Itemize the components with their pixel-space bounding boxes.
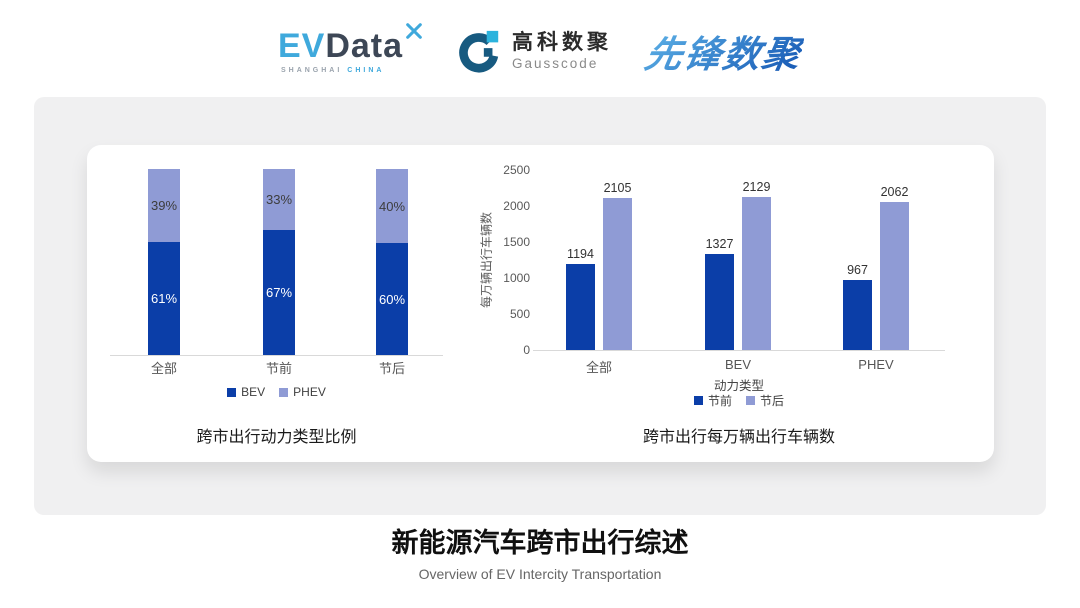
category-label: BEV bbox=[724, 357, 751, 372]
evdata-tagline-shanghai: SHANGHAI bbox=[280, 66, 343, 74]
y-tick-label: 1500 bbox=[503, 235, 530, 249]
bar-segment-bev: 60% bbox=[376, 243, 408, 355]
legend-label: PHEV bbox=[293, 385, 326, 399]
segment-value-label: 61% bbox=[150, 290, 178, 306]
trips-per-10k-chart: 每万辆出行车辆数 动力类型 节前 节后 跨市出行每万辆出行车辆数 0 500 1000… bbox=[87, 145, 994, 462]
bar-value-label: 2129 bbox=[742, 179, 771, 194]
y-tick-label: 2000 bbox=[503, 199, 530, 213]
bar-节后 bbox=[742, 196, 771, 350]
charts-card: BEV PHEV 跨市出行动力类型比例 61% 39% 全部 67% 33% 节前 60% 40… bbox=[87, 145, 994, 462]
bar-segment-bev: 67% bbox=[263, 230, 295, 355]
bar-segment-phev: 40% bbox=[376, 169, 408, 244]
gausscode-g-icon bbox=[459, 30, 499, 73]
chart-title: 跨市出行每万辆出行车辆数 bbox=[642, 429, 835, 446]
y-tick-label: 500 bbox=[509, 307, 530, 321]
bar-segment-phev: 33% bbox=[263, 169, 295, 231]
logo-bar: EV Data SHANGHAI CHINA 高科数聚 Gausscode 先锋数… bbox=[0, 14, 1080, 88]
page-footer: 新能源汽车跨市出行综述 Overview of EV Intercity Tra… bbox=[0, 527, 1080, 582]
y-axis-label: 每万辆出行车辆数 bbox=[479, 211, 494, 309]
gausscode-name-cn: 高科数聚 bbox=[512, 31, 613, 55]
evdata-tagline-china: CHINA bbox=[347, 66, 385, 74]
content-board: BEV PHEV 跨市出行动力类型比例 61% 39% 全部 67% 33% 节前 60% 40… bbox=[34, 97, 1046, 515]
bar-value-label: 2105 bbox=[603, 181, 632, 196]
x-axis-label: 动力类型 bbox=[713, 379, 764, 393]
y-tick-label: 1000 bbox=[503, 271, 530, 285]
bar-segment-phev: 39% bbox=[148, 169, 180, 242]
chart-legend: BEV PHEV bbox=[110, 385, 443, 399]
legend-label: 节前 bbox=[707, 394, 732, 408]
legend-label: BEV bbox=[241, 385, 266, 399]
page-subtitle: Overview of EV Intercity Transportation bbox=[418, 565, 662, 582]
x-axis-line bbox=[533, 350, 945, 351]
pioneer-datacluster-logo: 先锋数聚 bbox=[641, 24, 807, 78]
page-title: 新能源汽车跨市出行综述 bbox=[391, 528, 689, 558]
category-label: PHEV bbox=[858, 357, 894, 372]
category-label: 节前 bbox=[265, 361, 292, 376]
segment-value-label: 60% bbox=[378, 291, 406, 307]
segment-value-label: 40% bbox=[378, 198, 406, 214]
gausscode-name-en: Gausscode bbox=[512, 55, 599, 71]
y-tick-label: 2500 bbox=[503, 163, 530, 177]
category-label: 节后 bbox=[378, 361, 405, 376]
evdata-tagline: SHANGHAI CHINA bbox=[281, 67, 384, 74]
legend-swatch bbox=[227, 387, 237, 397]
segment-value-label: 39% bbox=[150, 197, 178, 213]
chart-legend: 节前 节后 bbox=[533, 392, 945, 409]
gausscode-wordmark: 高科数聚 Gausscode bbox=[512, 31, 612, 70]
bar-节前 bbox=[705, 254, 734, 350]
category-label: 全部 bbox=[150, 361, 177, 376]
legend-item: BEV bbox=[227, 385, 265, 399]
category-label: 全部 bbox=[585, 360, 612, 375]
evdata-wordmark: EV Data bbox=[277, 22, 423, 65]
chart-title: 跨市出行动力类型比例 bbox=[196, 429, 357, 446]
bar-节前 bbox=[843, 280, 872, 350]
legend-label: 节后 bbox=[760, 394, 785, 408]
legend-item: 节后 bbox=[746, 392, 784, 409]
bar-value-label: 967 bbox=[847, 263, 868, 278]
legend-swatch bbox=[279, 387, 289, 397]
bar-segment-bev: 61% bbox=[148, 241, 180, 355]
bar-value-label: 1327 bbox=[705, 237, 734, 252]
power-type-ratio-chart: BEV PHEV 跨市出行动力类型比例 61% 39% 全部 67% 33% 节前 60% 40… bbox=[87, 145, 994, 462]
legend-item: PHEV bbox=[279, 385, 326, 399]
bar-节后 bbox=[880, 201, 909, 350]
evdata-logo: EV Data SHANGHAI CHINA bbox=[277, 22, 423, 74]
x-axis-line bbox=[110, 355, 443, 356]
bar-节前 bbox=[566, 264, 595, 350]
segment-value-label: 33% bbox=[265, 192, 293, 208]
evdata-data-text: Data bbox=[325, 26, 404, 65]
bar-value-label: 1194 bbox=[567, 247, 594, 262]
gausscode-logo: 高科数聚 Gausscode bbox=[457, 28, 612, 74]
y-tick-label: 0 bbox=[523, 343, 530, 357]
legend-swatch bbox=[693, 396, 703, 405]
bar-节后 bbox=[603, 198, 632, 350]
bar-value-label: 2062 bbox=[880, 184, 909, 199]
segment-value-label: 67% bbox=[265, 285, 293, 301]
pinwheel-x-icon bbox=[406, 22, 422, 39]
legend-item: 节前 bbox=[693, 392, 732, 409]
legend-swatch bbox=[746, 396, 755, 405]
evdata-ev-text: EV bbox=[277, 26, 326, 65]
